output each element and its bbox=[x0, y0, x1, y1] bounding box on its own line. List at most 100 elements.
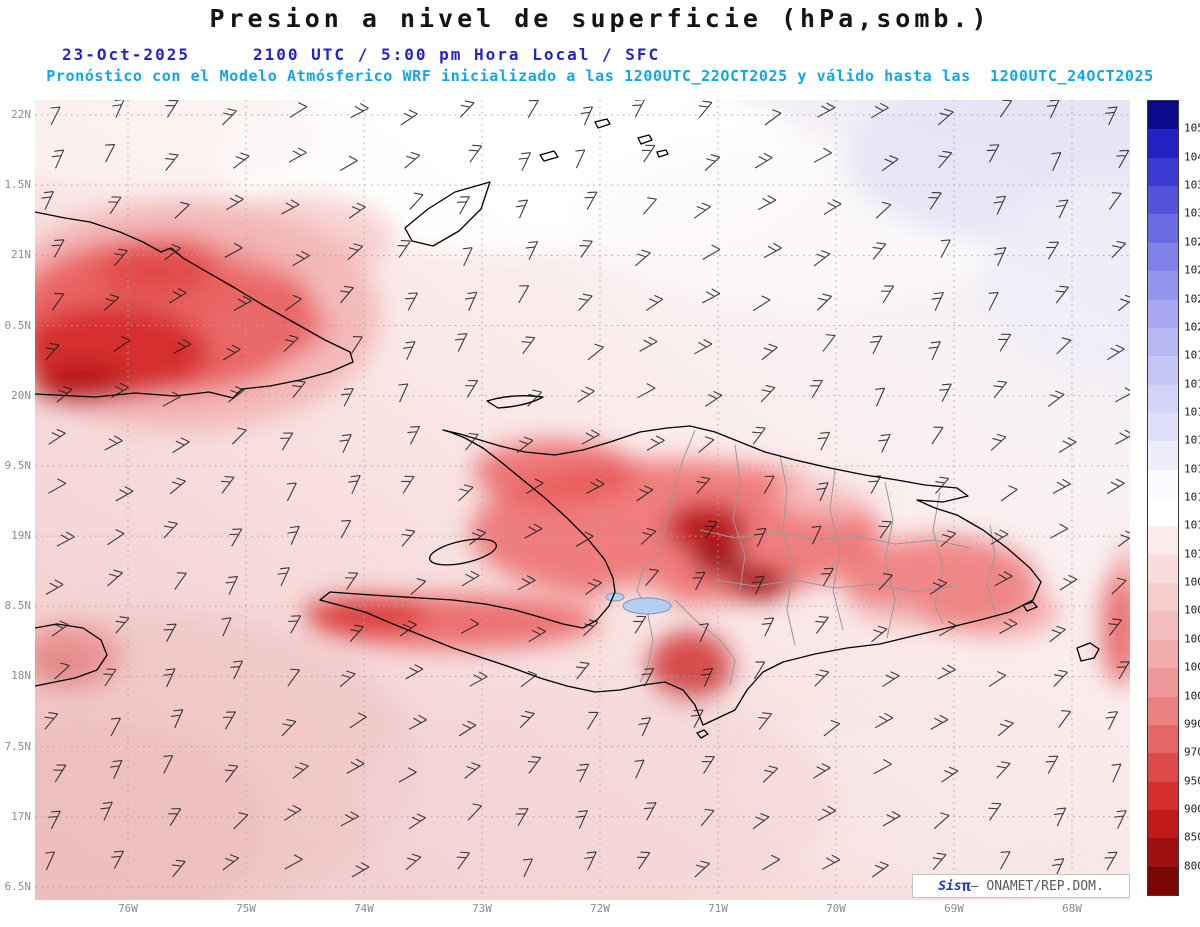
wind-barb bbox=[762, 765, 779, 783]
wind-barb bbox=[581, 429, 600, 445]
wind-barb bbox=[115, 486, 134, 502]
wind-barb bbox=[931, 426, 944, 445]
wind-barb bbox=[636, 485, 654, 502]
wind-barb bbox=[698, 436, 715, 453]
wind-barb bbox=[173, 338, 192, 354]
wind-barb bbox=[996, 761, 1011, 779]
wind-barb bbox=[875, 712, 894, 729]
lat-tick-label: 21N bbox=[11, 248, 31, 262]
wind-barb bbox=[700, 667, 714, 687]
wind-barb bbox=[869, 335, 883, 355]
wind-barb bbox=[54, 662, 70, 680]
wind-barb bbox=[111, 850, 125, 870]
wind-barb bbox=[222, 108, 237, 126]
wind-barb bbox=[1045, 755, 1059, 774]
wind-barb bbox=[44, 712, 59, 730]
wind-barb bbox=[45, 579, 64, 595]
wind-barb bbox=[704, 390, 723, 407]
small-island-2 bbox=[594, 118, 611, 129]
wind-barb bbox=[397, 240, 411, 258]
wind-barb bbox=[641, 667, 655, 687]
lon-tick-label: 68W bbox=[1062, 902, 1082, 915]
wind-barb bbox=[222, 854, 240, 871]
wind-barb bbox=[515, 199, 529, 219]
wind-barb bbox=[941, 766, 959, 783]
colorbar-segment bbox=[1148, 242, 1178, 272]
colorbar-tick-label: 1016 bbox=[1184, 433, 1200, 447]
wind-barb bbox=[752, 812, 770, 830]
wind-barb bbox=[350, 103, 369, 119]
wind-barb bbox=[882, 811, 901, 827]
wind-barb bbox=[162, 391, 181, 407]
forecast-valid-time: 2100 UTC / 5:00 pm Hora Local / SFC bbox=[253, 45, 661, 64]
wind-barb bbox=[339, 433, 352, 453]
wind-barb bbox=[48, 810, 61, 830]
colorbar-segment bbox=[1148, 611, 1178, 641]
wind-barb bbox=[100, 801, 113, 821]
wind-barb bbox=[110, 717, 121, 737]
lat-tick-label: 22N bbox=[11, 108, 31, 121]
wind-barb bbox=[172, 437, 190, 454]
wind-barb bbox=[105, 143, 116, 163]
wind-barb bbox=[462, 247, 473, 267]
wind-barb bbox=[103, 294, 120, 312]
wind-barb bbox=[1105, 106, 1118, 126]
wind-barb bbox=[221, 617, 232, 637]
lat-tick-label: 19N bbox=[11, 529, 31, 543]
wind-barb bbox=[1058, 437, 1077, 453]
wind-barb bbox=[761, 343, 778, 361]
wind-barb bbox=[817, 102, 836, 118]
lon-tick-label: 74W bbox=[354, 902, 374, 915]
wind-barb bbox=[469, 528, 487, 545]
colorbar-segment bbox=[1148, 412, 1178, 442]
wind-barb bbox=[1050, 523, 1069, 539]
pressure-map bbox=[35, 100, 1130, 900]
wind-barb bbox=[583, 619, 599, 637]
wind-barb bbox=[752, 426, 766, 445]
wind-barb bbox=[467, 803, 483, 821]
wind-barb bbox=[225, 575, 239, 595]
lon-tick-label: 73W bbox=[472, 902, 492, 915]
wind-barb bbox=[233, 295, 252, 311]
wind-barb bbox=[458, 720, 477, 737]
wind-barb bbox=[527, 389, 543, 407]
colorbar-segment bbox=[1148, 724, 1178, 754]
wind-barb bbox=[526, 478, 544, 495]
wind-barb bbox=[1108, 192, 1122, 210]
wind-barb bbox=[1047, 100, 1060, 119]
wind-barb bbox=[753, 661, 766, 680]
wind-barb bbox=[280, 432, 294, 451]
wind-barb bbox=[404, 151, 421, 169]
wind-barb bbox=[399, 620, 417, 637]
wind-barb bbox=[872, 242, 887, 260]
wind-barb bbox=[340, 811, 359, 827]
wind-barb bbox=[577, 386, 595, 403]
wind-barb bbox=[579, 240, 593, 258]
mona-island bbox=[1076, 642, 1100, 662]
wind-barb bbox=[171, 859, 186, 878]
wind-barb bbox=[587, 711, 599, 730]
wind-barb bbox=[51, 620, 69, 637]
colorbar-tick-label: 1018 bbox=[1184, 377, 1200, 391]
wind-barb bbox=[45, 851, 56, 871]
wind-barb bbox=[174, 572, 187, 590]
colorbar-labels: 1050 1040 1035 1030 1028 1025 1022 1020 1019 1018… bbox=[1147, 100, 1200, 894]
colorbar-segment bbox=[1148, 469, 1178, 499]
wind-barb bbox=[575, 809, 588, 830]
lon-tick-label: 69W bbox=[944, 902, 964, 915]
wind-barb bbox=[993, 247, 1007, 267]
wind-barb bbox=[405, 664, 424, 680]
pressure-shading bbox=[35, 100, 1130, 900]
colorbar-tick-label: 1008 bbox=[1184, 575, 1200, 589]
wind-barb bbox=[174, 201, 190, 219]
wind-barb bbox=[871, 625, 888, 643]
lat-tick-label: 20N bbox=[11, 388, 31, 402]
colorbar-segment bbox=[1148, 498, 1178, 527]
wind-barb bbox=[1116, 149, 1130, 169]
wind-barb bbox=[988, 670, 1007, 687]
wind-barb bbox=[351, 336, 363, 354]
wind-barb bbox=[528, 626, 546, 643]
wind-barb bbox=[523, 858, 533, 878]
wind-barb bbox=[518, 152, 532, 171]
colorbar-segment bbox=[1148, 554, 1178, 584]
